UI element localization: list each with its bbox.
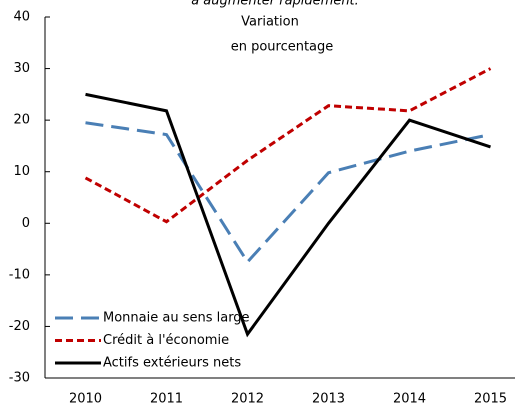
series-line [85,92,491,338]
x-tick-label: 2013 [312,392,345,407]
x-tick-label: 2012 [231,392,264,407]
y-tick-label: -20 [9,319,30,334]
series-line [84,67,492,224]
y-tick-label: 20 [13,113,30,128]
x-tick-label: 2010 [69,392,102,407]
y-tick-label: -10 [9,267,30,282]
chart-title: à augmenter rapidement. [191,0,359,9]
legend-label: Actifs extérieurs nets [103,356,241,371]
annotation: en pourcentage [231,40,334,55]
annotation: Variation [241,15,299,30]
x-tick-label: 2015 [474,392,507,407]
legend-label: Monnaie au sens large [103,311,250,326]
series-line [85,121,491,265]
y-tick-label: 40 [13,10,30,25]
y-tick-label: 30 [13,61,30,76]
y-tick-label: 0 [22,216,30,231]
y-tick-label: 10 [13,164,30,179]
x-tick-label: 2011 [150,392,183,407]
y-tick-label: -30 [9,371,30,386]
legend-label: Crédit à l'économie [103,333,229,348]
x-tick-label: 2014 [393,392,426,407]
